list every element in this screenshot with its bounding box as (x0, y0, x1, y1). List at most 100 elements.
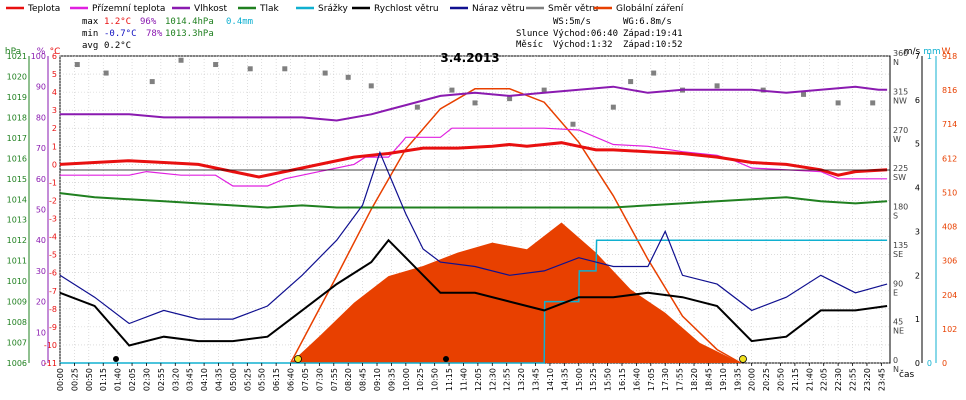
series-dir-point (178, 57, 184, 63)
series-dir-point (714, 83, 720, 89)
x-tick-label: 07:55 (330, 368, 339, 391)
info-block: WS:5m/s WG:6.8m/s Slunce Východ:06:40 Zá… (516, 17, 683, 50)
stats-max-temp: 1.2°C (104, 17, 131, 27)
x-tick-label: 16:40 (632, 368, 641, 391)
stats-max-hum: 96% (140, 17, 157, 27)
x-tick-label: 05:00 (229, 368, 238, 391)
legend-label: Tlak (259, 4, 280, 14)
tick-label-mm: 1 (927, 52, 932, 61)
axis-unit-wm2: W (942, 47, 951, 57)
x-tick-label: 20:25 (762, 368, 771, 391)
tick-label-hpa: 1015 (7, 175, 27, 184)
legend-label: Směr větru (548, 4, 598, 14)
x-tick-label: 18:45 (704, 368, 713, 391)
tick-label-degc: 4 (52, 88, 57, 97)
tick-label-hpa: 1006 (7, 359, 27, 368)
series-dir-point (801, 91, 807, 97)
tick-label-wm2: 510 (942, 188, 957, 197)
info-moon-label: Měsíc (516, 40, 543, 50)
stats-block: max 1.2°C 96% 1014.4hPa 0.4mm min -0.7°C… (82, 17, 253, 51)
tick-label-degc: -10 (44, 341, 57, 350)
stats-min-hum: 78% (146, 29, 163, 39)
tick-label-pct: 30 (36, 267, 46, 276)
x-tick-label: 10:25 (416, 368, 425, 391)
tick-label-hpa: 1017 (7, 134, 27, 143)
series-dir-point (651, 70, 657, 76)
series-dir-point (74, 62, 80, 68)
tick-label-degc: 3 (52, 106, 57, 115)
x-tick-label: 12:30 (488, 368, 497, 391)
x-tick-label: 15:25 (589, 368, 598, 391)
series-dir-point (282, 66, 288, 72)
x-tick-label: 10:50 (431, 368, 440, 391)
x-tick-label: 12:05 (474, 368, 483, 391)
tick-label-dir: 45 (893, 318, 903, 327)
tick-label-pct: 100 (31, 52, 46, 61)
x-tick-label: 04:10 (200, 368, 209, 391)
tick-label-pct: 60 (36, 175, 46, 184)
tick-label-mm: 0 (927, 359, 932, 368)
tick-label-hpa: 1014 (7, 195, 27, 204)
tick-label-wm2: 408 (942, 223, 957, 232)
tick-label-pct: 40 (36, 236, 46, 245)
legend-label: Globální záření (616, 4, 684, 14)
legend-label: Rychlost větru (374, 4, 439, 14)
x-tick-label: 07:30 (315, 368, 324, 391)
x-tick-label: 19:35 (733, 368, 742, 391)
tick-label-wm2: 306 (942, 257, 957, 266)
x-tick-label: 14:35 (560, 368, 569, 391)
tick-label-degc: 0 (52, 160, 57, 169)
x-tick-label: 13:45 (532, 368, 541, 391)
tick-label-hpa: 1012 (7, 236, 27, 245)
x-axis-label: čas (899, 369, 914, 380)
x-tick-label: 09:10 (373, 368, 382, 391)
series-dir-point (449, 87, 455, 93)
legend-label: Přízemní teplota (92, 4, 165, 14)
series-dir-point (322, 70, 328, 76)
series-humidity-line (60, 85, 888, 122)
x-tick-label: 16:15 (618, 368, 627, 391)
tick-label-dir: 315 (893, 87, 908, 96)
tick-label-ms: 3 (915, 227, 920, 236)
legend-label: Srážky (318, 4, 349, 14)
series-gust-line (59, 150, 888, 325)
series-dir-point (149, 79, 155, 85)
x-tick-label: 06:40 (287, 368, 296, 391)
info-sun-label: Slunce (516, 29, 549, 39)
axis-unit-degc: °C (50, 47, 61, 57)
axis-unit-pct: % (37, 47, 46, 57)
x-tick-label: 09:35 (387, 368, 396, 391)
tick-label-compass: N (893, 365, 899, 374)
tick-label-hpa: 1009 (7, 298, 27, 307)
left-axes: hPa1021102010191018101710161015101410131… (5, 47, 61, 368)
tick-label-hpa: 1011 (7, 257, 27, 266)
tick-label-compass: E (893, 288, 898, 297)
x-tick-label: 02:55 (157, 368, 166, 391)
tick-label-degc: -8 (49, 305, 57, 314)
tick-label-degc: 5 (52, 70, 57, 79)
moonset-marker-icon (443, 356, 449, 362)
tick-label-wm2: 918 (942, 52, 957, 61)
legend-label: Vlhkost (194, 4, 227, 14)
moonrise-marker-icon (113, 356, 119, 362)
x-tick-label: 17:55 (676, 368, 685, 391)
x-tick-label: 06:15 (272, 368, 281, 391)
tick-label-degc: 1 (52, 142, 57, 151)
x-tick-label: 11:15 (445, 368, 454, 391)
x-tick-label: 18:20 (690, 368, 699, 391)
stats-min-temp: -0.7°C (104, 29, 137, 39)
series-pressure-line (59, 192, 888, 209)
x-tick-label: 23:20 (863, 368, 872, 391)
x-tick-label: 15:00 (575, 368, 584, 391)
x-tick-label: 00:25 (70, 368, 79, 391)
legend-label: Teplota (27, 4, 60, 14)
info-wg: WG:6.8m/s (623, 17, 672, 27)
series-dir-point (610, 104, 616, 110)
stats-max-press: 1014.4hPa (165, 17, 214, 27)
axis-unit-hpa: hPa (5, 47, 21, 57)
x-tick-label: 23:45 (877, 368, 886, 391)
tick-label-pct: 50 (36, 206, 46, 215)
tick-label-hpa: 1008 (7, 318, 27, 327)
legend: Teplota Přízemní teplota Vlhkost Tlak Srážky… (6, 4, 684, 14)
